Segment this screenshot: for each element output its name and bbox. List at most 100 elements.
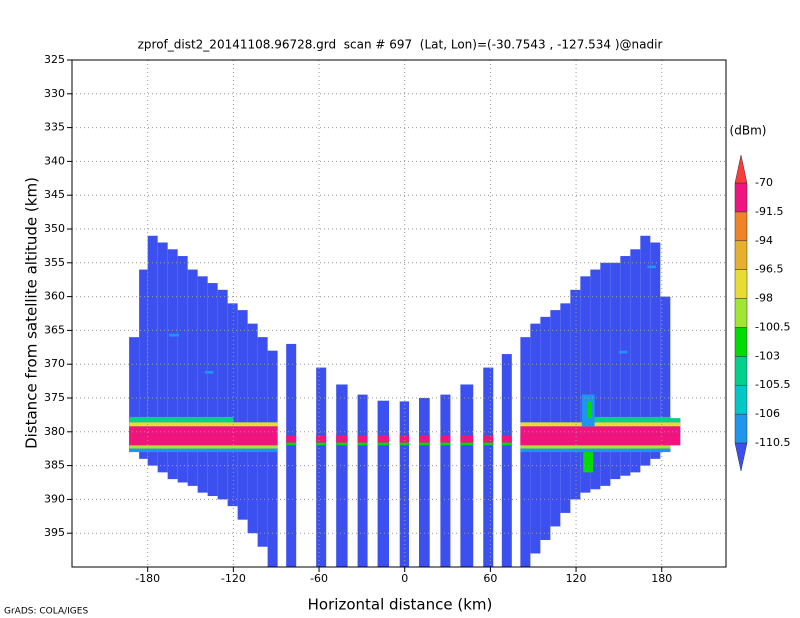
colorbar-label: (dBm)	[730, 124, 767, 138]
echo-column	[187, 269, 198, 486]
x-tick-label: -180	[135, 572, 160, 585]
colorbar-segment	[734, 413, 748, 444]
colorbar-segment	[734, 211, 748, 242]
y-tick-label: 395	[44, 526, 65, 539]
x-tick-label: 60	[483, 572, 497, 585]
colorbar-segment	[734, 240, 748, 270]
x-tick-label: 120	[566, 572, 587, 585]
echo-overlay	[129, 426, 278, 446]
echo-column	[483, 367, 494, 567]
colorbar-tick-label: -94	[755, 234, 773, 247]
echo-overlay	[520, 448, 681, 453]
colorbar-tick-label: -105.5	[755, 378, 790, 391]
echo-column	[650, 242, 661, 459]
colorbar-segment	[734, 154, 748, 184]
echo-column	[237, 310, 248, 520]
echo-overlay	[520, 422, 681, 427]
y-tick-label: 340	[44, 154, 65, 167]
colorbar-segment	[734, 442, 748, 472]
x-tick-label: -120	[221, 572, 246, 585]
echo-column	[570, 289, 581, 500]
echo-column	[560, 303, 571, 513]
x-tick-label: -60	[310, 572, 328, 585]
echo-column	[157, 242, 168, 473]
colorbar-tick-label: -91.5	[755, 205, 783, 218]
echo-overlay	[129, 422, 278, 427]
y-tick-label: 330	[44, 87, 65, 100]
echo-overlay	[618, 350, 628, 354]
echo-overlay	[647, 265, 657, 269]
colorbar-tick-label: -98	[755, 292, 773, 305]
y-tick-label: 325	[44, 53, 65, 66]
colorbar-segment	[734, 384, 748, 415]
colorbar-tick-label: -106	[755, 407, 780, 420]
echo-overlay	[520, 426, 681, 446]
echo-column	[630, 249, 641, 473]
echo-overlay	[583, 452, 594, 473]
plot-cells	[129, 235, 681, 567]
echo-column	[377, 400, 390, 567]
echo-overlay	[590, 416, 681, 423]
y-tick-label: 365	[44, 323, 65, 336]
echo-column	[418, 398, 430, 567]
x-axis-label: Horizontal distance (km)	[308, 596, 493, 614]
echo-column	[501, 354, 512, 567]
echo-column	[316, 367, 327, 567]
plot-frame	[71, 59, 727, 568]
x-tick-label: 0	[401, 572, 408, 585]
y-tick-label: 370	[44, 357, 65, 370]
echo-overlay	[129, 445, 278, 449]
echo-column	[590, 269, 601, 490]
echo-overlay	[277, 442, 521, 446]
echo-column	[129, 337, 140, 453]
echo-column	[286, 343, 297, 567]
echo-column	[336, 384, 348, 567]
echo-overlay	[277, 435, 521, 443]
colorbar-segment	[734, 327, 748, 357]
echo-column	[600, 262, 611, 486]
echo-column	[660, 296, 671, 453]
echo-column	[227, 303, 238, 507]
x-tick-label: 180	[651, 572, 672, 585]
colorbar-tick-label: -110.5	[755, 436, 790, 449]
echo-column	[640, 235, 651, 466]
y-tick-label: 335	[44, 121, 65, 134]
y-tick-label: 345	[44, 188, 65, 201]
y-tick-label: 390	[44, 492, 65, 505]
footer: GrADS: COLA/IGES	[4, 607, 88, 617]
echo-column	[550, 310, 561, 527]
echo-column	[610, 262, 621, 480]
echo-column	[147, 235, 158, 466]
y-tick-label: 380	[44, 425, 65, 438]
y-tick-label: 375	[44, 391, 65, 404]
echo-column	[460, 384, 474, 567]
chart-title: zprof_dist2_20141108.96728.grd scan # 69…	[138, 38, 663, 52]
echo-column	[177, 256, 188, 483]
colorbar-tick-label: -100.5	[755, 320, 790, 333]
echo-column	[139, 269, 148, 459]
echo-column	[620, 256, 631, 476]
colorbar-tick-label: -70	[755, 176, 773, 189]
y-tick-label: 385	[44, 459, 65, 472]
echo-column	[207, 283, 218, 497]
echo-column	[217, 289, 228, 500]
echo-overlay	[129, 448, 278, 453]
echo-overlay	[204, 370, 214, 374]
echo-column	[440, 394, 451, 567]
colorbar-tick-label: -103	[755, 349, 780, 362]
colorbar-segment	[734, 298, 748, 328]
y-tick-label: 360	[44, 290, 65, 303]
echo-column	[357, 394, 368, 567]
echo-column	[267, 350, 278, 567]
y-tick-label: 355	[44, 256, 65, 269]
echo-overlay	[169, 333, 180, 337]
echo-column	[580, 276, 591, 493]
echo-overlay	[129, 416, 234, 423]
y-axis-label: Distance from satellite altitude (km)	[23, 177, 41, 449]
axes: -180 -120 -60 0 60 120 180 325 330 335 340 345 350 35…	[44, 53, 727, 585]
echo-overlay	[520, 445, 681, 449]
colorbar-segment	[734, 182, 748, 213]
colorbar-segment	[734, 269, 748, 299]
colorbar-segment	[734, 356, 748, 386]
